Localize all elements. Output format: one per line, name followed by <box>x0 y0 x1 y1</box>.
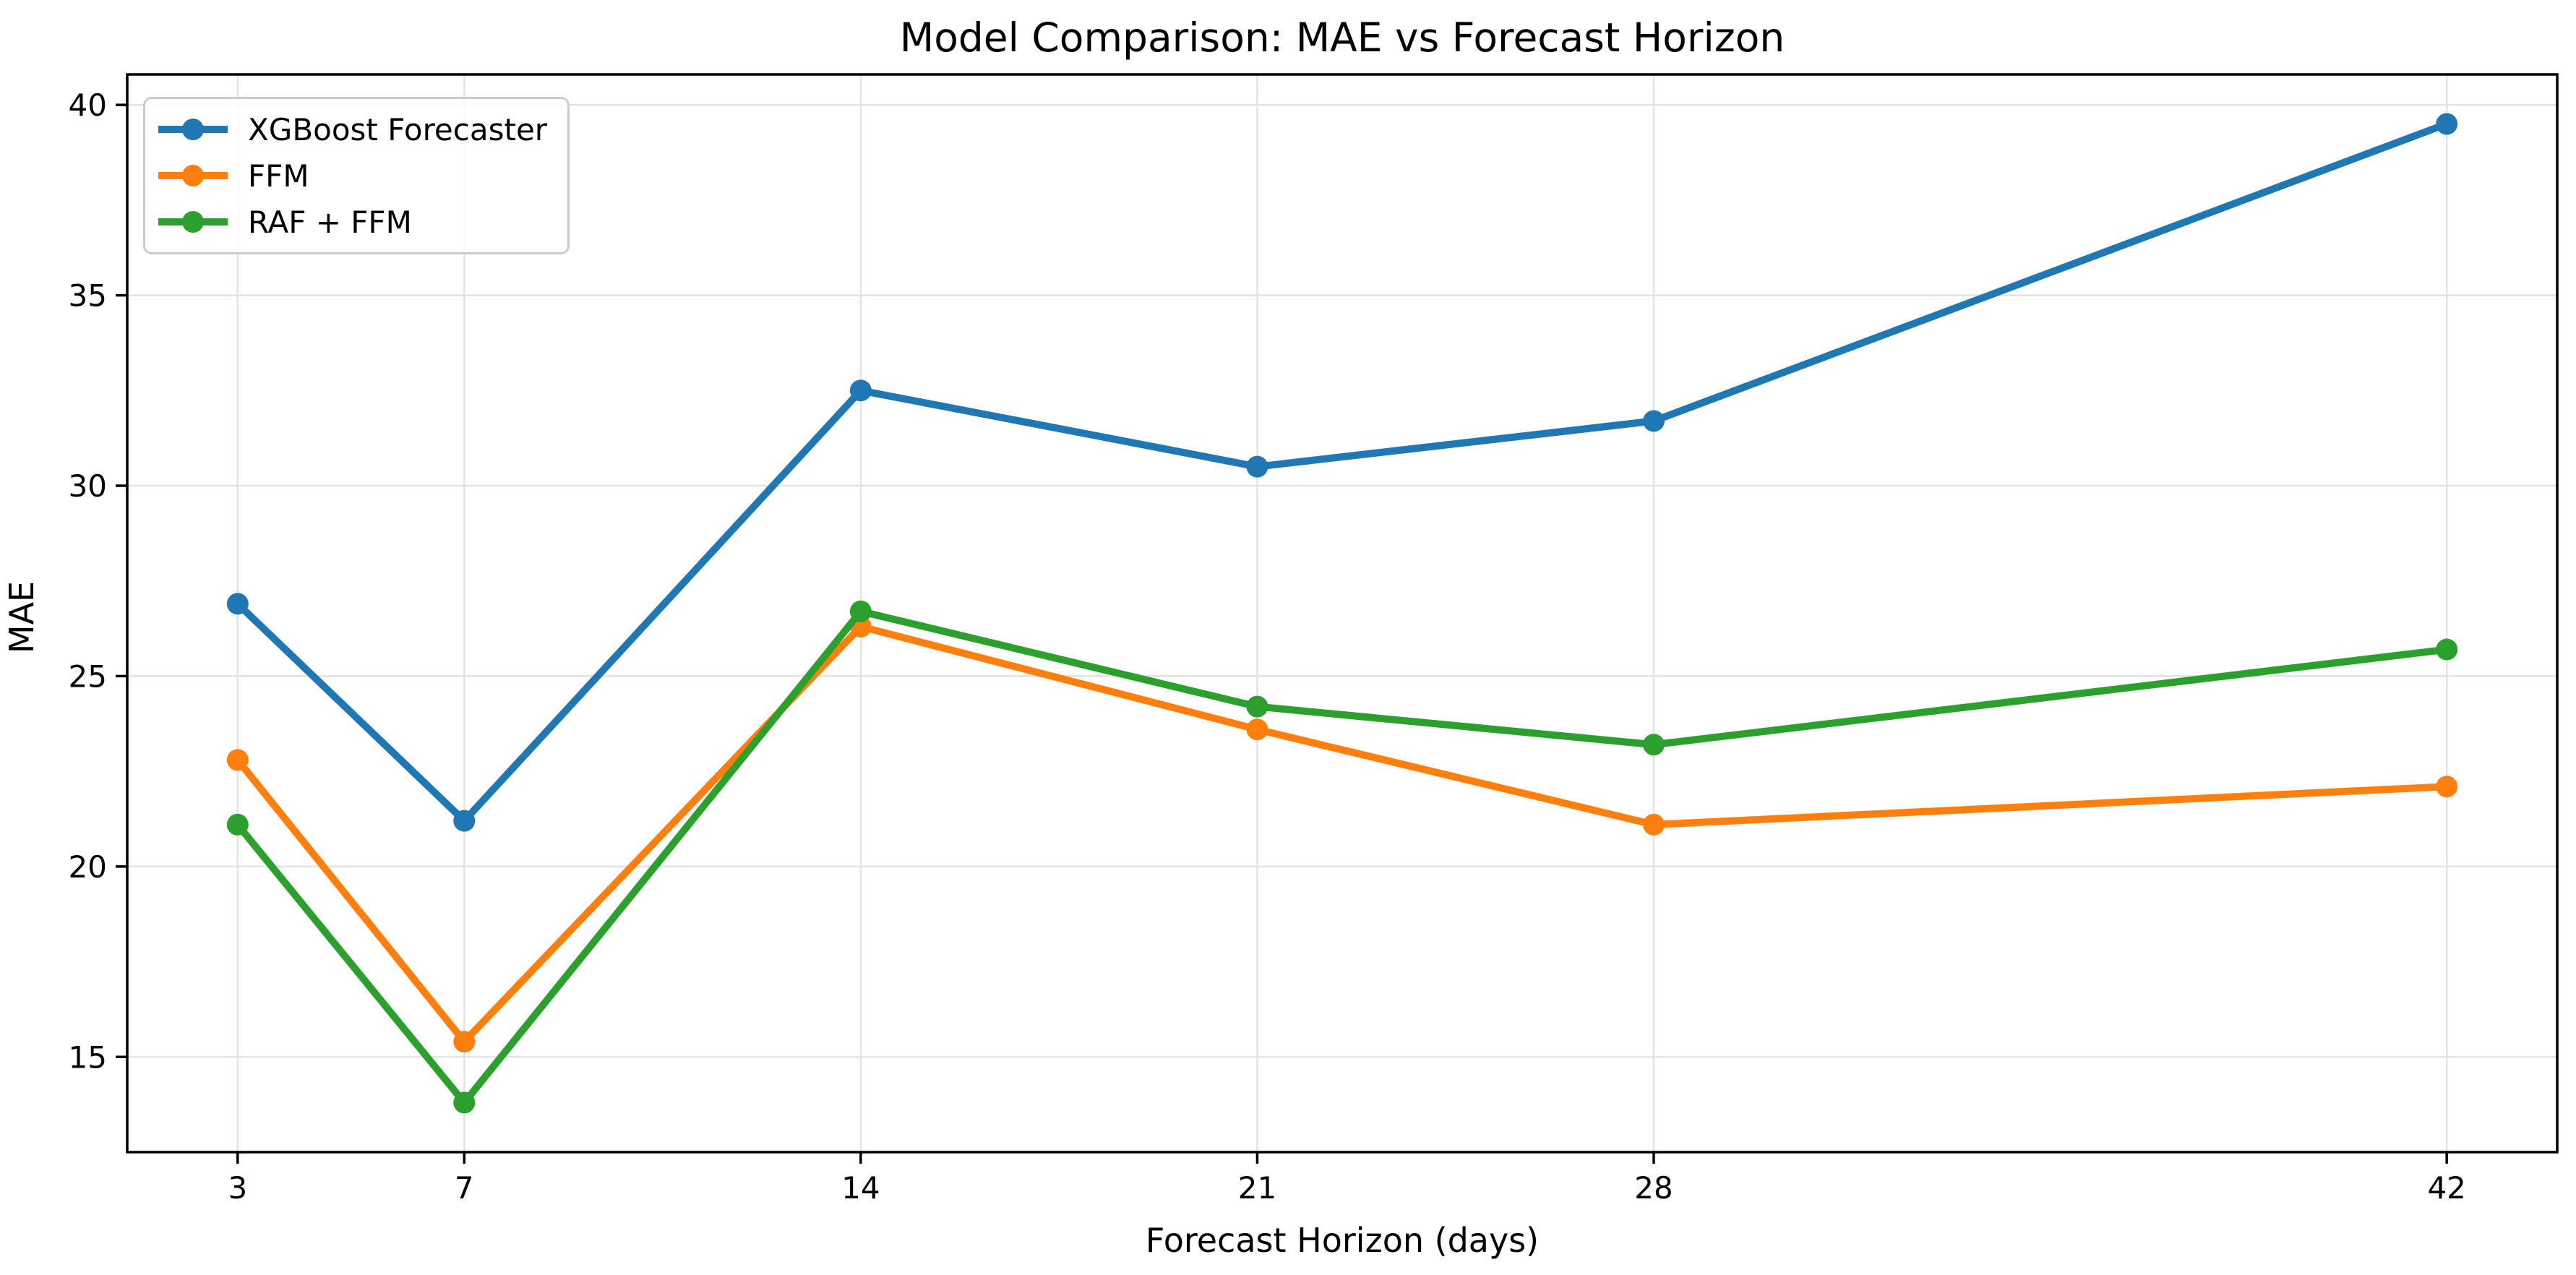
y-tick-label: 35 <box>69 278 107 314</box>
data-point <box>226 813 249 836</box>
data-point <box>1643 410 1665 432</box>
x-tick-label: 21 <box>1238 1170 1276 1206</box>
data-point <box>2436 776 2458 798</box>
data-point <box>226 593 249 615</box>
y-axis-label: MAE <box>2 580 41 654</box>
y-tick-label: 25 <box>69 658 107 694</box>
data-point <box>453 1031 476 1053</box>
y-tick-label: 20 <box>69 849 107 885</box>
data-point <box>453 1091 476 1114</box>
legend-item: RAF + FFM <box>157 199 547 245</box>
y-tick-label: 15 <box>69 1039 107 1075</box>
data-point <box>1246 455 1268 478</box>
legend-item: XGBoost Forecaster <box>157 106 547 153</box>
legend-label: RAF + FFM <box>248 204 412 240</box>
series-line-0 <box>233 120 2451 825</box>
legend-label: FFM <box>248 158 309 194</box>
chart-title: Model Comparison: MAE vs Forecast Horizo… <box>899 14 1785 61</box>
axes-frame <box>126 73 2559 1154</box>
series-line-2 <box>233 607 2451 1107</box>
data-point <box>849 600 872 622</box>
legend-marker-icon <box>158 211 228 233</box>
y-tick-label: 40 <box>69 87 107 123</box>
data-point <box>2436 638 2458 661</box>
legend-marker-icon <box>158 119 228 140</box>
data-point <box>1246 695 1268 718</box>
data-point <box>2436 113 2458 135</box>
data-point <box>1643 813 1665 836</box>
series-line-1 <box>233 622 2451 1046</box>
x-tick-label: 14 <box>841 1170 880 1206</box>
data-point <box>226 749 249 771</box>
x-axis-label: Forecast Horizon (days) <box>1145 1221 1540 1260</box>
x-tick-label: 7 <box>455 1170 474 1206</box>
y-tick-label: 30 <box>69 468 107 504</box>
data-point <box>849 379 872 402</box>
data-point <box>453 810 476 832</box>
x-tick-label: 28 <box>1634 1170 1673 1206</box>
data-point <box>1643 734 1665 756</box>
data-point <box>1246 718 1268 741</box>
x-tick-label: 42 <box>2427 1170 2465 1206</box>
legend-item: FFM <box>157 153 547 199</box>
x-tick-label: 3 <box>228 1170 247 1206</box>
legend-label: XGBoost Forecaster <box>248 111 548 147</box>
legend: XGBoost Forecaster FFM RAF + FFM <box>143 97 570 254</box>
legend-marker-icon <box>158 165 228 186</box>
